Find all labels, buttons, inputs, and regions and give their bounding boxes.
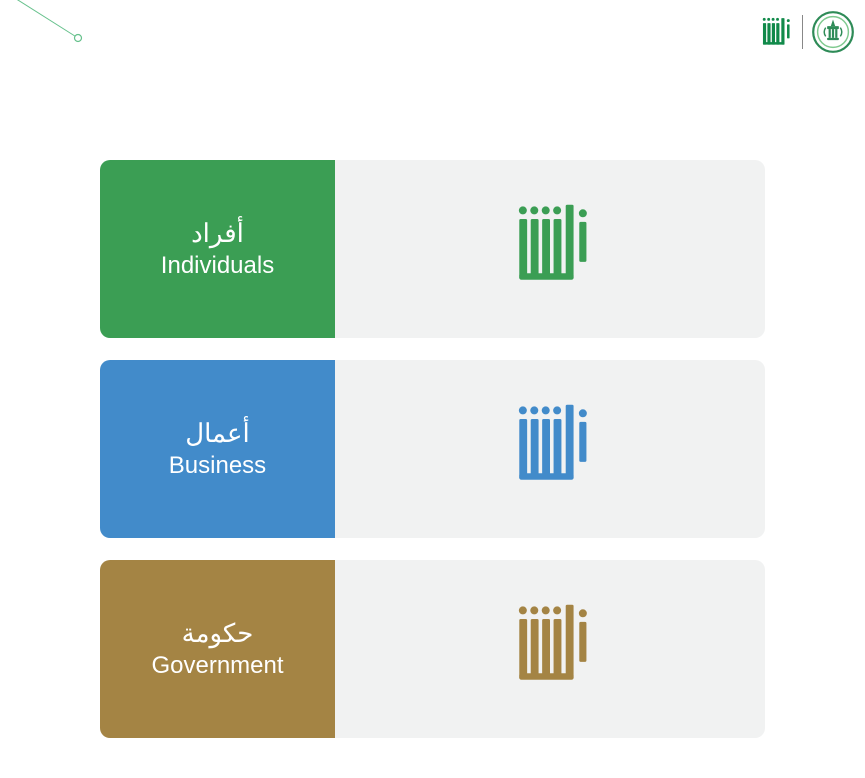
card-government-icon-panel [335,560,765,738]
card-business-label-ar: أعمال [185,417,250,451]
moi-emblem-icon [811,10,855,54]
decoration-lines [0,0,90,50]
card-individuals-label-en: Individuals [161,250,274,281]
card-government-label-ar: حكومة [182,617,254,651]
absher-business-icon [507,399,593,499]
card-business-label-panel: أعمال Business [100,360,335,538]
absher-individuals-icon [507,199,593,299]
absher-logo-icon [756,13,794,51]
card-individuals-icon-panel [335,160,765,338]
card-individuals[interactable]: أفراد Individuals [100,160,765,338]
absher-government-icon [507,599,593,699]
card-business-label-en: Business [169,450,266,481]
card-individuals-label-panel: أفراد Individuals [100,160,335,338]
header-logos [756,10,855,54]
card-government[interactable]: حكومة Government [100,560,765,738]
card-government-label-en: Government [151,650,283,681]
service-cards-container: أفراد Individuals أعمال [100,160,765,738]
card-individuals-label-ar: أفراد [191,217,244,251]
card-business[interactable]: أعمال Business [100,360,765,538]
header-divider [802,15,803,49]
card-business-icon-panel [335,360,765,538]
card-government-label-panel: حكومة Government [100,560,335,738]
